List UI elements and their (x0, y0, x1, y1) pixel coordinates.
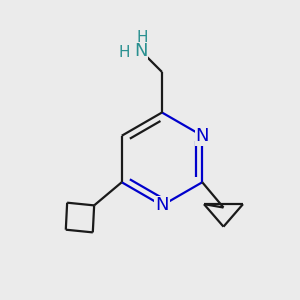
Text: H: H (118, 45, 130, 60)
Text: N: N (134, 42, 148, 60)
Text: N: N (155, 196, 169, 214)
Text: H: H (136, 30, 148, 45)
Text: N: N (196, 127, 209, 145)
